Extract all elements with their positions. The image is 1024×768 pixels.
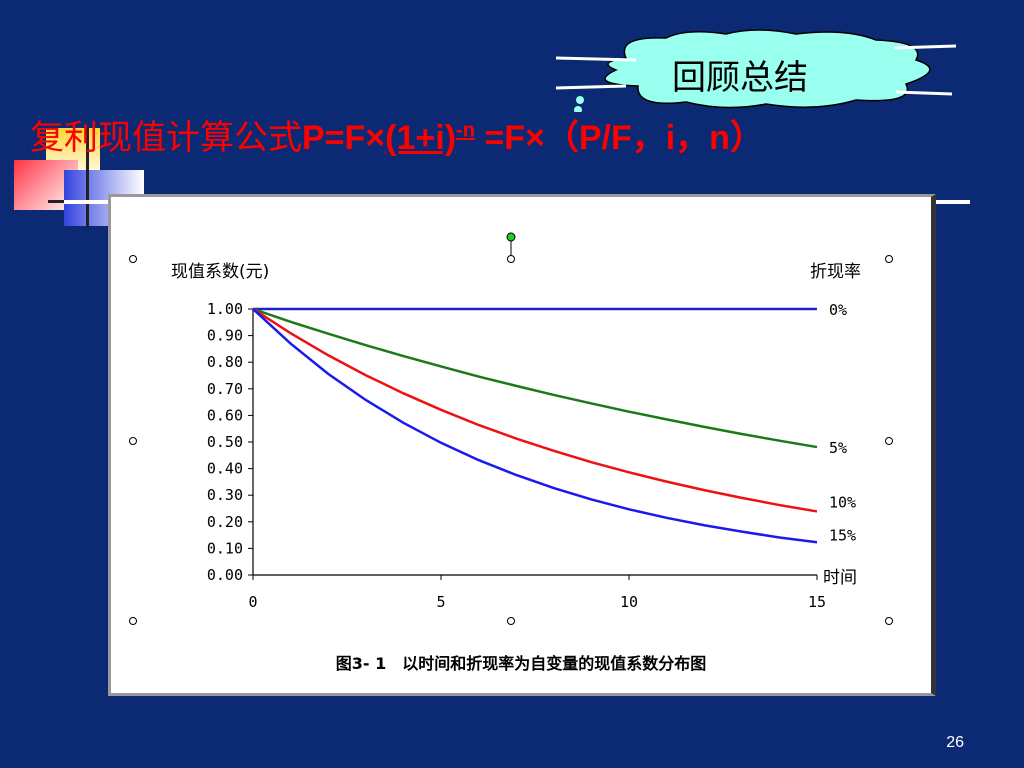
resize-handle <box>507 617 515 625</box>
formula-exponent: -n <box>456 119 475 142</box>
x-tick-label: 0 <box>248 593 257 611</box>
legend-title: 折现率 <box>810 262 861 282</box>
x-axis-label: 时间 <box>823 568 857 588</box>
y-tick-label: 1.00 <box>207 300 243 318</box>
x-tick-label: 15 <box>808 593 826 611</box>
resize-handle <box>885 255 893 263</box>
chart-svg: 现值系数(元) 折现率 时间 0.000.100.200.300.400.500… <box>129 232 893 625</box>
y-tick-label: 0.60 <box>207 406 243 424</box>
chart-caption: 图3- 1 以时间和折现率为自变量的现值系数分布图 <box>335 654 707 673</box>
resize-handle <box>885 617 893 625</box>
resize-handle <box>129 617 137 625</box>
formula-suffix: =F×（P/F，i，n） <box>474 119 764 157</box>
chart-frame[interactable]: 现值系数(元) 折现率 时间 0.00 0.10 0.20 0.30 0.40 0.50 0… <box>108 194 936 696</box>
series-line-10pct <box>252 307 818 513</box>
resize-handle <box>129 255 137 263</box>
series-label: 15% <box>829 526 856 544</box>
rotate-handle <box>506 232 516 242</box>
y-tick-label: 0.90 <box>207 327 243 345</box>
partially-hidden-text <box>400 684 700 694</box>
summary-cloud-label: 回顾总结 <box>672 58 808 98</box>
resize-handle <box>885 437 893 445</box>
series-line-5pct <box>252 307 818 449</box>
formula-heading: 复利现值计算公式P=F×(1+i)-n =F×（P/F，i，n） <box>30 110 764 159</box>
series-line-15pct <box>252 308 818 544</box>
decor-crosshair-vertical <box>86 128 89 228</box>
page-number: 26 <box>946 734 964 751</box>
x-tick-label: 10 <box>620 593 638 611</box>
resize-handle <box>507 255 515 263</box>
y-tick-label: 0.00 <box>207 566 243 584</box>
y-tick-label: 0.50 <box>207 433 243 451</box>
summary-cloud <box>556 29 956 112</box>
resize-handle <box>129 437 137 445</box>
series-label: 10% <box>829 493 856 511</box>
y-axis-label: 现值系数(元) <box>171 262 269 282</box>
y-tick-label: 0.20 <box>207 513 243 531</box>
y-tick-label: 0.30 <box>207 486 243 504</box>
y-tick-label: 0.10 <box>207 539 243 557</box>
chart-axes: 0.00 0.10 0.20 0.30 0.40 0.50 0.60 0.70 0.80 0.90… <box>207 300 826 611</box>
chart-series-layer: 0% 5% 10% 15% <box>252 301 856 544</box>
series-label: 0% <box>829 301 847 319</box>
y-tick-label: 0.70 <box>207 380 243 398</box>
series-label: 5% <box>829 439 847 457</box>
formula-p-equals: P=F× <box>302 119 386 157</box>
formula-prefix: 复利现值计算公式 <box>30 119 302 157</box>
y-tick-label: 0.40 <box>207 460 243 478</box>
selection-handles <box>129 232 893 625</box>
x-tick-label: 5 <box>436 593 445 611</box>
y-tick-label: 0.80 <box>207 353 243 371</box>
formula-base: (1+i) <box>385 119 457 157</box>
cloud-bubble-dot <box>576 96 584 104</box>
